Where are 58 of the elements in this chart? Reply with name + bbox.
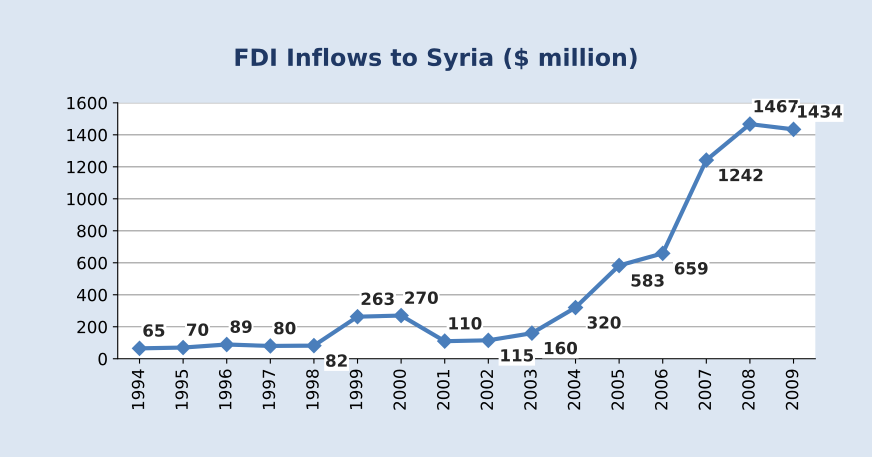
- point: [394, 308, 409, 324]
- x-tick-label: 2003: [524, 370, 537, 410]
- x-tick-label: 2001: [436, 370, 450, 410]
- y-tick-label: 1400: [67, 128, 107, 142]
- x-tick-label: 2000: [393, 370, 406, 410]
- point: [350, 309, 366, 324]
- point: [786, 122, 802, 137]
- x-tick-label: 1998: [306, 370, 319, 410]
- data-label: 1467: [754, 100, 798, 113]
- point: [132, 340, 148, 356]
- data-label: 320: [588, 316, 621, 329]
- x-tick-label: 2006: [654, 370, 668, 410]
- x-tick-label: 2009: [786, 370, 798, 410]
- data-label: 70: [187, 323, 208, 336]
- data-label: 263: [362, 292, 394, 306]
- x-tick-label: 1999: [350, 370, 362, 410]
- x-tick-label: 1997: [262, 370, 276, 410]
- point: [219, 336, 234, 352]
- y-tick-label: 600: [77, 256, 107, 270]
- data-label: 160: [544, 342, 578, 354]
- y-tick-label: 800: [77, 224, 107, 238]
- data-label: 110: [449, 316, 482, 330]
- x-tick-label: 1996: [218, 370, 232, 410]
- data-label: 65: [143, 324, 164, 337]
- x-tick-label: 1995: [175, 370, 188, 410]
- point: [698, 152, 714, 168]
- data-label: 115: [501, 349, 534, 362]
- data-label: 659: [674, 262, 708, 275]
- point: [306, 338, 322, 354]
- data-label: 89: [230, 320, 252, 333]
- x-tick-label: 2005: [611, 370, 624, 410]
- point: [437, 334, 452, 349]
- point: [568, 300, 584, 316]
- y-tick-label: 1000: [67, 192, 107, 206]
- x-tick-label: 1994: [132, 369, 144, 410]
- x-tick-label: 2008: [742, 370, 755, 410]
- point: [480, 332, 496, 348]
- y-tick-label: 1200: [67, 160, 107, 174]
- y-tick-label: 1600: [67, 96, 107, 110]
- data-label: 80: [274, 322, 296, 334]
- data-label: 583: [632, 274, 664, 287]
- y-tick-label: 0: [98, 352, 107, 366]
- y-tick-label: 200: [77, 320, 107, 334]
- point: [524, 326, 540, 341]
- point: [262, 338, 278, 354]
- x-tick-label: 2004: [568, 369, 580, 410]
- y-tick-label: 400: [77, 288, 107, 302]
- x-tick-label: 2002: [480, 370, 494, 410]
- data-label: 1242: [719, 168, 762, 182]
- data-label: 82: [326, 354, 347, 367]
- x-tick-label: 2007: [698, 370, 712, 410]
- point: [176, 340, 191, 356]
- data-label: 270: [405, 291, 438, 304]
- chart-title: FDI Inflows to Syria ($ million): [236, 48, 637, 71]
- data-label: 1434: [798, 105, 842, 118]
- point: [655, 246, 670, 261]
- point: [612, 258, 627, 274]
- point: [742, 116, 758, 132]
